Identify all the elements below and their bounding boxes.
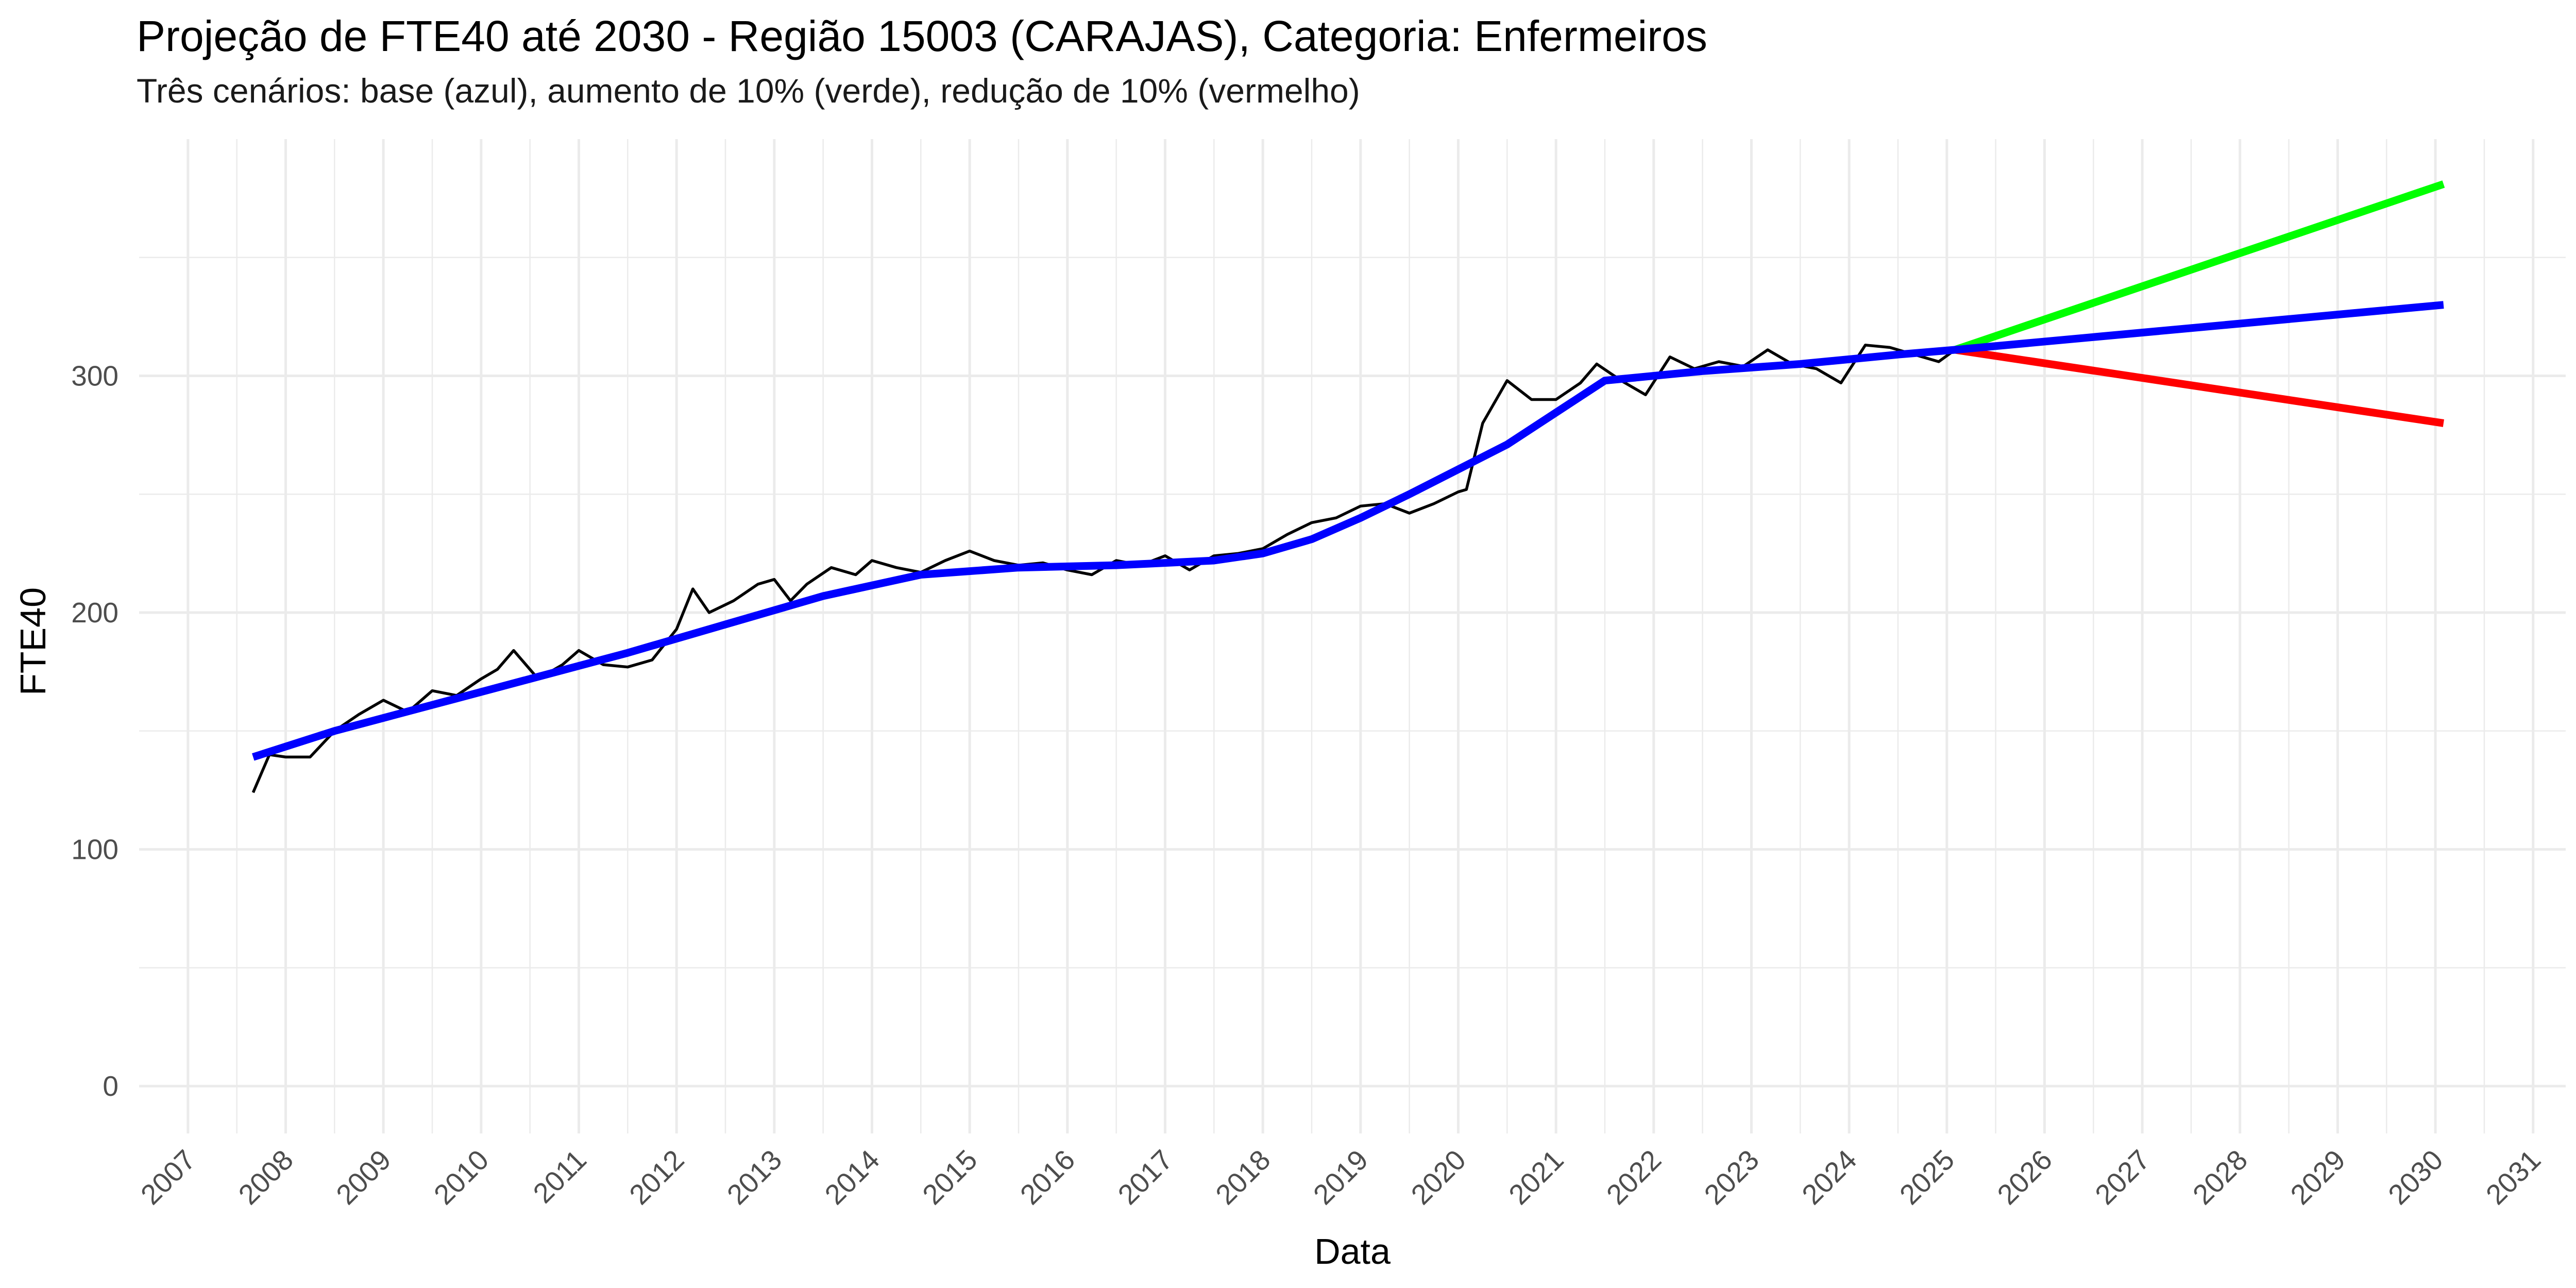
series-lines (251, 180, 2445, 793)
x-tick-label: 2014 (819, 1144, 886, 1211)
x-axis-ticks: 2007 2008 2009 2010 2011 2012 2013 2014 2015 2016… (134, 1144, 2547, 1211)
base-series-line (252, 301, 2444, 761)
x-tick-label: 2010 (428, 1144, 495, 1211)
x-tick-label: 2031 (2480, 1144, 2547, 1211)
x-tick-label: 2026 (1991, 1144, 2058, 1211)
x-tick-label: 2019 (1307, 1144, 1374, 1211)
x-tick-label: 2020 (1405, 1144, 1472, 1211)
x-tick-label: 2022 (1600, 1144, 1667, 1211)
x-tick-label: 2030 (2382, 1144, 2449, 1211)
x-tick-label: 2021 (1502, 1144, 1569, 1211)
grid (139, 139, 2566, 1133)
x-tick-label: 2015 (916, 1144, 983, 1211)
y-axis-ticks: 0 100 200 300 (71, 360, 118, 1103)
x-tick-label: 2009 (330, 1144, 397, 1211)
y-tick-label: 0 (103, 1070, 118, 1102)
x-tick-label: 2011 (527, 1144, 592, 1209)
increase-series-line (1954, 180, 2445, 354)
chart-title: Projeção de FTE40 até 2030 - Região 1500… (137, 12, 1707, 60)
x-tick-label: 2017 (1112, 1144, 1179, 1211)
x-tick-label: 2023 (1698, 1144, 1765, 1211)
y-tick-label: 100 (71, 834, 118, 866)
x-tick-label: 2008 (232, 1144, 299, 1211)
x-axis-title: Data (1314, 1231, 1391, 1272)
x-tick-label: 2027 (2089, 1144, 2156, 1211)
x-tick-label: 2025 (1893, 1144, 1960, 1211)
x-tick-label: 2029 (2284, 1144, 2351, 1211)
y-tick-label: 200 (71, 597, 118, 629)
x-tick-label: 2018 (1209, 1144, 1276, 1211)
decrease-series-line (1954, 346, 2445, 427)
x-tick-label: 2013 (721, 1144, 788, 1211)
chart-subtitle: Três cenários: base (azul), aumento de 1… (137, 72, 1360, 110)
y-axis-title: FTE40 (13, 587, 53, 696)
x-tick-label: 2012 (623, 1144, 690, 1211)
y-tick-label: 300 (71, 360, 118, 392)
x-tick-label: 2024 (1795, 1144, 1862, 1211)
x-tick-label: 2016 (1014, 1144, 1081, 1211)
x-tick-label: 2028 (2187, 1144, 2253, 1211)
x-tick-label: 2007 (134, 1144, 201, 1211)
